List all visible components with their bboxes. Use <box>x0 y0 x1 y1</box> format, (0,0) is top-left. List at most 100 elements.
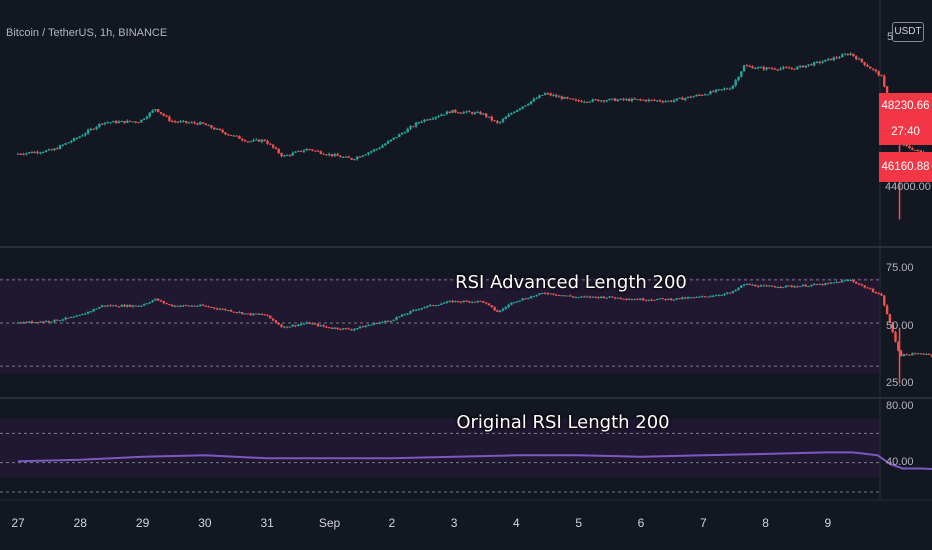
candle-body <box>529 101 533 104</box>
candle-body <box>176 305 179 307</box>
candle-body <box>689 96 693 98</box>
rsi-advanced-candles <box>16 278 932 384</box>
candle-body <box>417 122 421 124</box>
candle-body <box>19 322 23 324</box>
candle-body <box>336 327 339 329</box>
candle-body <box>400 132 404 135</box>
candle-body <box>824 59 827 62</box>
candle-body <box>70 316 73 318</box>
candle-body <box>207 306 210 308</box>
candle-body <box>644 99 648 102</box>
candle-body <box>552 293 555 295</box>
candle-body <box>417 309 421 311</box>
candle-body <box>588 296 592 298</box>
candle-body <box>916 353 920 355</box>
candle-body <box>299 150 303 152</box>
candle-body <box>243 140 247 142</box>
candle-body <box>535 294 538 297</box>
candle-body <box>496 120 499 123</box>
candle-body <box>22 154 25 156</box>
symbol-title[interactable]: Bitcoin / TetherUS, 1h, BINANCE <box>6 27 168 39</box>
candle-body <box>798 286 802 288</box>
candle-body <box>776 69 779 71</box>
candle-body <box>810 64 813 66</box>
candle-body <box>162 300 165 304</box>
candle-body <box>229 310 233 312</box>
candle-body <box>883 75 886 87</box>
candle-body <box>92 309 95 312</box>
candle-body <box>148 112 151 117</box>
candle-body <box>681 97 684 100</box>
candle-body <box>100 123 104 125</box>
candle-body <box>61 144 65 146</box>
candle-body <box>470 112 474 114</box>
candle-body <box>440 114 443 117</box>
candle-body <box>908 354 911 356</box>
candle-body <box>585 296 589 298</box>
candle-body <box>504 116 508 120</box>
candle-body <box>644 300 648 302</box>
price-tick-top: 5 <box>887 31 894 43</box>
candle-body <box>224 132 227 135</box>
candle-body <box>476 300 479 303</box>
candle-body <box>885 86 889 99</box>
candle-body <box>678 97 681 99</box>
candle-body <box>356 156 359 160</box>
candle-body <box>459 301 463 303</box>
last-price-badge: 48230.66 <box>879 93 932 119</box>
candle-body <box>179 121 182 123</box>
candle-body <box>327 327 331 329</box>
candle-body <box>381 321 384 323</box>
candle-body <box>877 293 880 295</box>
candle-body <box>409 126 412 129</box>
candle-body <box>339 328 342 330</box>
candle-body <box>445 301 449 303</box>
candle-body <box>824 283 827 286</box>
candle-body <box>857 58 861 60</box>
candle-body <box>412 310 415 312</box>
candle-body <box>695 296 698 298</box>
candle-body <box>473 301 477 303</box>
candle-body <box>25 321 28 323</box>
candle-body <box>734 289 737 292</box>
candle-body <box>280 324 283 328</box>
time-tick: Sep <box>318 516 341 530</box>
candle-body <box>543 93 547 96</box>
candle-body <box>728 292 732 294</box>
candle-body <box>283 326 286 328</box>
candle-body <box>16 322 20 324</box>
time-tick: 30 <box>198 516 212 530</box>
candle-body <box>316 323 320 327</box>
candle-body <box>319 325 322 327</box>
candle-body <box>100 305 104 308</box>
candle-body <box>316 150 320 152</box>
time-tick: 3 <box>450 516 458 530</box>
candle-body <box>857 283 861 285</box>
candle-body <box>431 118 435 120</box>
candle-body <box>285 154 289 156</box>
candle-body <box>120 305 123 307</box>
currency-button[interactable]: USDT <box>892 22 924 42</box>
candle-body <box>403 314 407 316</box>
candle-body <box>89 128 93 130</box>
candle-body <box>479 300 482 302</box>
candle-body <box>641 99 645 101</box>
candle-body <box>190 122 194 124</box>
candle-body <box>384 320 387 322</box>
candle-body <box>117 121 121 123</box>
candle-body <box>860 58 864 63</box>
candle-body <box>47 149 51 151</box>
candle-body <box>159 112 163 114</box>
candle-body <box>19 153 23 155</box>
candle-body <box>661 298 665 300</box>
candle-body <box>616 99 620 102</box>
candle-body <box>389 320 393 322</box>
price-tick-44000: 44000.00 <box>885 181 931 193</box>
candle-body <box>86 129 90 134</box>
candle-body <box>728 88 732 90</box>
candle-body <box>361 326 365 328</box>
candle-body <box>325 326 328 328</box>
candle-body <box>700 94 704 96</box>
candle-body <box>793 68 796 70</box>
